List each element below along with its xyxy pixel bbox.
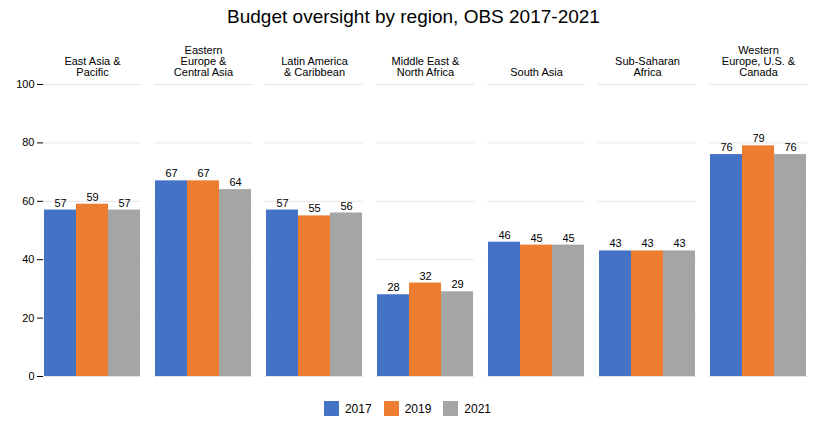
svg-text:57: 57 [118, 197, 130, 209]
svg-text:43: 43 [641, 237, 653, 249]
svg-text:57: 57 [276, 197, 288, 209]
svg-text:28: 28 [387, 281, 399, 293]
svg-text:20: 20 [22, 312, 34, 324]
svg-text:80: 80 [22, 136, 34, 148]
svg-text:29: 29 [451, 278, 463, 290]
svg-text:EasternEurope &Central Asia: EasternEurope &Central Asia [174, 44, 234, 78]
svg-text:South Asia: South Asia [510, 66, 563, 78]
svg-text:79: 79 [752, 132, 764, 144]
svg-text:67: 67 [165, 167, 177, 179]
svg-text:59: 59 [86, 191, 98, 203]
svg-text:Latin America& Caribbean: Latin America& Caribbean [281, 55, 349, 78]
svg-text:43: 43 [609, 237, 621, 249]
svg-text:100: 100 [16, 78, 34, 90]
svg-text:WesternEurope, U.S. &Canada: WesternEurope, U.S. &Canada [722, 44, 796, 78]
svg-text:32: 32 [419, 270, 431, 282]
svg-text:76: 76 [784, 141, 796, 153]
svg-text:64: 64 [229, 176, 241, 188]
svg-text:76: 76 [720, 141, 732, 153]
svg-text:45: 45 [530, 232, 542, 244]
svg-text:56: 56 [340, 200, 352, 212]
svg-text:43: 43 [673, 237, 685, 249]
svg-text:60: 60 [22, 195, 34, 207]
html-text:2019: 2019 [404, 401, 432, 416]
svg-text:East Asia &Pacific: East Asia &Pacific [64, 55, 121, 78]
html-text:2021: 2021 [464, 401, 491, 416]
svg-text:45: 45 [562, 232, 574, 244]
svg-text:40: 40 [22, 253, 34, 265]
svg-text:0: 0 [28, 370, 34, 382]
svg-text:46: 46 [498, 229, 510, 241]
svg-text:55: 55 [308, 202, 320, 214]
html-text:Budget oversight by region, OB: Budget oversight by region, OBS 2017-202… [227, 6, 600, 27]
svg-text:57: 57 [54, 197, 66, 209]
svg-text:67: 67 [197, 167, 209, 179]
svg-text:Sub-SaharanAfrica: Sub-SaharanAfrica [615, 55, 680, 78]
html-text:2017: 2017 [344, 401, 372, 416]
svg-text:Middle East &North Africa: Middle East &North Africa [392, 55, 461, 78]
